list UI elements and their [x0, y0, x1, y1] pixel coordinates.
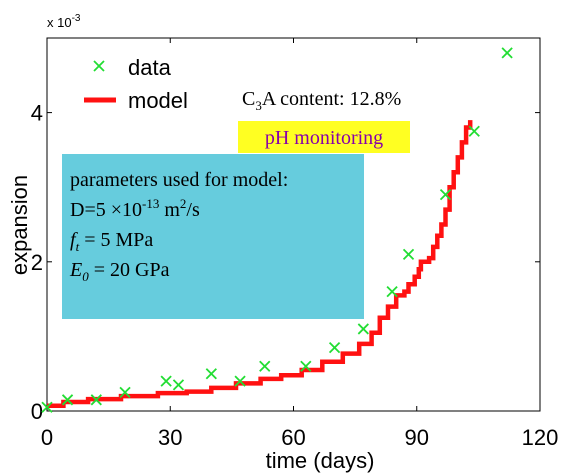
data-point	[119, 386, 131, 398]
c3a-prefix: C	[242, 88, 255, 110]
y-axis-multiplier: x 10-3	[47, 13, 81, 30]
ft-var: f	[70, 229, 78, 251]
d-line-exp1: -13	[142, 196, 159, 211]
y-multiplier-exp: -3	[72, 13, 81, 24]
c3a-content-annotation: C3A content: 12.8%	[242, 88, 401, 113]
data-point	[386, 286, 398, 298]
data-point	[259, 360, 271, 372]
x-tick-label-0: 0	[41, 425, 53, 450]
data-point	[328, 341, 341, 354]
x-axis-label: time (days)	[266, 448, 375, 473]
data-point	[172, 379, 185, 391]
ph-monitoring-label: pH monitoring	[265, 127, 383, 149]
data-point	[205, 368, 217, 380]
data-point	[160, 375, 172, 387]
c3a-sub: 3	[255, 98, 262, 113]
c3a-rest: A content: 12.8%	[262, 88, 401, 110]
x-tick-label-30: 30	[158, 425, 182, 450]
x-tick-label-120: 120	[522, 425, 559, 450]
d-line-c: m	[159, 199, 180, 221]
parameters-title: parameters used for model:	[70, 169, 288, 191]
data-point	[402, 248, 415, 260]
legend-label-model: model	[128, 88, 188, 113]
data-point	[90, 394, 102, 406]
d-line-b: ×10	[111, 199, 142, 221]
data-point	[300, 360, 312, 372]
data-point	[357, 323, 369, 335]
y-tick-label-4: 4	[31, 101, 43, 126]
parameter-e0: E0 = 20 GPa	[69, 259, 170, 284]
y-axis-label: expansion	[7, 175, 32, 275]
data-point	[41, 401, 53, 413]
y-tick-label-0: 0	[31, 399, 43, 424]
legend-marker-data	[93, 60, 105, 72]
e0-var: E	[69, 259, 82, 281]
e0-sub: 0	[82, 269, 89, 284]
parameter-diffusivity: D=5 ×10-13 m2/s	[70, 196, 200, 221]
d-line-a: D=5	[70, 199, 111, 221]
y-multiplier-base: x 10	[47, 15, 72, 30]
x-tick-label-90: 90	[405, 425, 429, 450]
data-point	[61, 394, 74, 406]
parameters-box	[62, 154, 364, 319]
series-model-line	[47, 120, 473, 409]
ft-sub: t	[76, 239, 80, 254]
d-line-exp2: 2	[180, 196, 187, 211]
legend-label-data: data	[128, 55, 172, 80]
axis-ticks	[46, 38, 541, 412]
data-point	[439, 189, 452, 201]
parameter-ft: ft = 5 MPa	[70, 229, 153, 254]
legend: data model	[84, 55, 188, 113]
ft-val: = 5 MPa	[79, 229, 153, 251]
x-tick-label-60: 60	[281, 425, 305, 450]
data-point	[468, 125, 480, 137]
e0-val: = 20 GPa	[89, 259, 170, 281]
data-point	[234, 375, 246, 387]
ph-monitoring-box	[238, 121, 410, 153]
data-point	[501, 47, 513, 59]
series-data-points	[41, 47, 513, 413]
d-line-d: /s	[186, 199, 200, 221]
y-tick-label-2: 2	[31, 250, 43, 275]
